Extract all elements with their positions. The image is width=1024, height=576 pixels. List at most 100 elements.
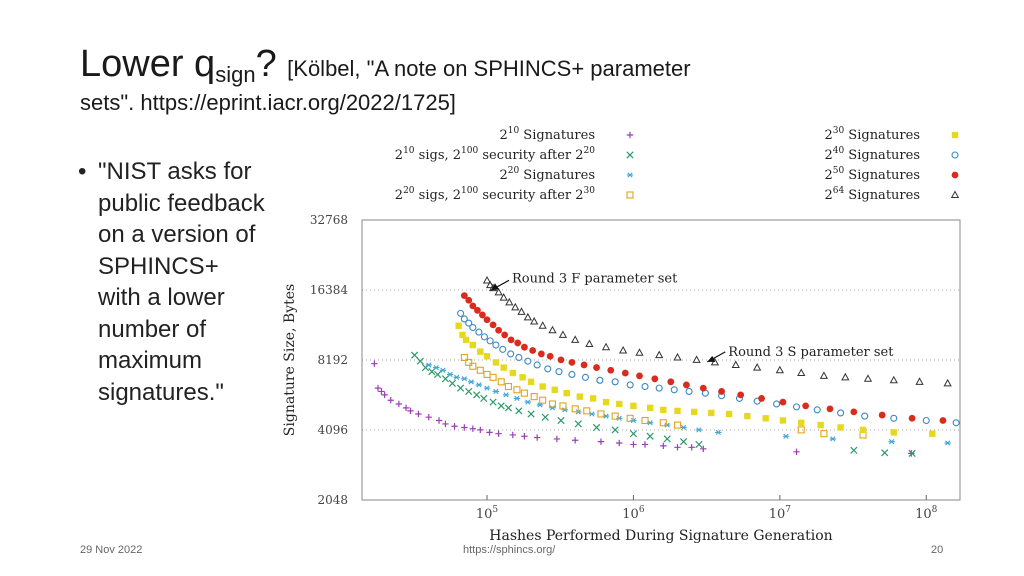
data-point-s50 [699, 384, 707, 392]
data-point-s20b [559, 402, 567, 410]
data-point-s20 [888, 439, 895, 445]
data-point-s30 [616, 400, 623, 408]
data-point-s10 [641, 441, 649, 448]
data-point-s30 [890, 429, 897, 436]
y-tick-label: 32768 [310, 213, 348, 227]
data-point-s10 [374, 384, 382, 392]
data-point-s30 [690, 408, 698, 416]
data-point-s10b [574, 420, 582, 428]
data-point-s20b [641, 416, 649, 425]
chart-annotations: Round 3 F parameter set Round 3 S paramet… [490, 271, 894, 363]
data-point-s50 [469, 302, 477, 310]
y-tick-label: 2048 [317, 493, 348, 507]
data-point-s50 [514, 339, 522, 347]
x-tick-label: 108 [915, 505, 938, 522]
data-point-s20b [489, 373, 497, 381]
data-point-s64 [585, 339, 594, 347]
data-point-s10b [679, 438, 688, 446]
data-point-s40 [611, 378, 619, 386]
data-point-s64 [731, 360, 740, 368]
data-point-s10b [456, 384, 465, 392]
data-point-s30 [509, 369, 517, 377]
data-point-s10 [381, 391, 388, 399]
data-point-s40 [792, 403, 801, 411]
data-point-s40 [469, 323, 477, 332]
footer-url[interactable]: https://sphincs.org/ [463, 544, 556, 556]
data-point-s10 [415, 410, 422, 418]
data-point-s10 [402, 404, 410, 412]
data-point-s30 [725, 410, 733, 418]
data-point-s20b [611, 412, 619, 420]
data-point-s40 [670, 386, 678, 394]
data-point-s20 [475, 382, 483, 388]
data-point-s10b [695, 440, 703, 449]
data-point-s10 [616, 439, 623, 447]
data-point-s20 [524, 399, 532, 405]
data-point-s64 [548, 325, 557, 334]
annotation-arrowhead-s [707, 355, 716, 362]
data-point-s30 [459, 331, 466, 339]
data-point-s64 [635, 348, 644, 356]
data-point-s50 [568, 358, 576, 366]
data-point-s10b [448, 379, 457, 387]
annotation-round3-f: Round 3 F parameter set [512, 271, 678, 286]
footer-page-number: 20 [931, 544, 944, 556]
data-point-s10b [497, 402, 505, 410]
data-point-s64 [915, 377, 924, 385]
data-point-s64 [485, 280, 495, 289]
data-point-s20 [461, 376, 468, 382]
data-point-s64 [571, 335, 580, 343]
data-point-s50 [483, 316, 491, 324]
data-point-s50 [465, 296, 473, 304]
data-point-s10 [521, 433, 528, 440]
data-point-s10b [557, 416, 565, 425]
legend-marker-s64 [950, 190, 960, 198]
data-point-s64 [517, 307, 526, 315]
data-point-s20 [561, 407, 569, 413]
data-point-s20 [549, 405, 556, 411]
data-point-s64 [494, 287, 503, 296]
x-axis-label: Hashes Performed During Signature Genera… [489, 528, 832, 544]
data-point-s40 [568, 370, 576, 378]
data-point-s10 [371, 360, 378, 367]
data-point-s50 [718, 388, 725, 395]
legend-label-s50: 250 Signatures [824, 166, 920, 183]
legend-label-s30: 230 Signatures [824, 126, 920, 143]
data-point-s20b [483, 370, 491, 378]
data-point-s20b [513, 386, 521, 394]
data-point-s30 [859, 426, 867, 434]
data-point-s50 [908, 414, 916, 422]
data-point-s64 [673, 352, 682, 361]
data-point-s50 [460, 292, 468, 300]
data-point-s50 [939, 417, 947, 424]
data-point-s20 [663, 422, 671, 428]
legend-marker-s10 [626, 131, 634, 139]
data-point-s64 [943, 378, 952, 387]
y-tick-label: 16384 [310, 283, 349, 297]
data-point-s50 [850, 408, 858, 416]
data-point-s64 [819, 371, 829, 379]
data-point-s30 [630, 402, 637, 410]
data-point-s64 [558, 330, 568, 338]
chart-points [371, 275, 960, 457]
data-point-s50 [474, 306, 481, 314]
data-point-s40 [922, 416, 930, 425]
data-point-s50 [621, 369, 629, 377]
legend-marker-s40 [951, 151, 959, 159]
data-point-s50 [507, 336, 515, 344]
data-point-s50 [580, 361, 588, 369]
data-point-s20b [497, 378, 505, 386]
data-point-s50 [636, 372, 643, 380]
data-point-s50 [495, 326, 503, 334]
data-point-s64 [655, 350, 664, 359]
data-point-s50 [758, 395, 765, 402]
data-point-s20 [446, 371, 454, 378]
data-point-s40 [457, 309, 465, 317]
data-point-s40 [486, 337, 494, 345]
data-point-s64 [797, 368, 806, 377]
data-point-s64 [499, 293, 508, 301]
legend-label-s20: 220 Signatures [499, 166, 595, 183]
data-point-s40 [890, 414, 898, 422]
data-point-s20 [502, 392, 510, 398]
